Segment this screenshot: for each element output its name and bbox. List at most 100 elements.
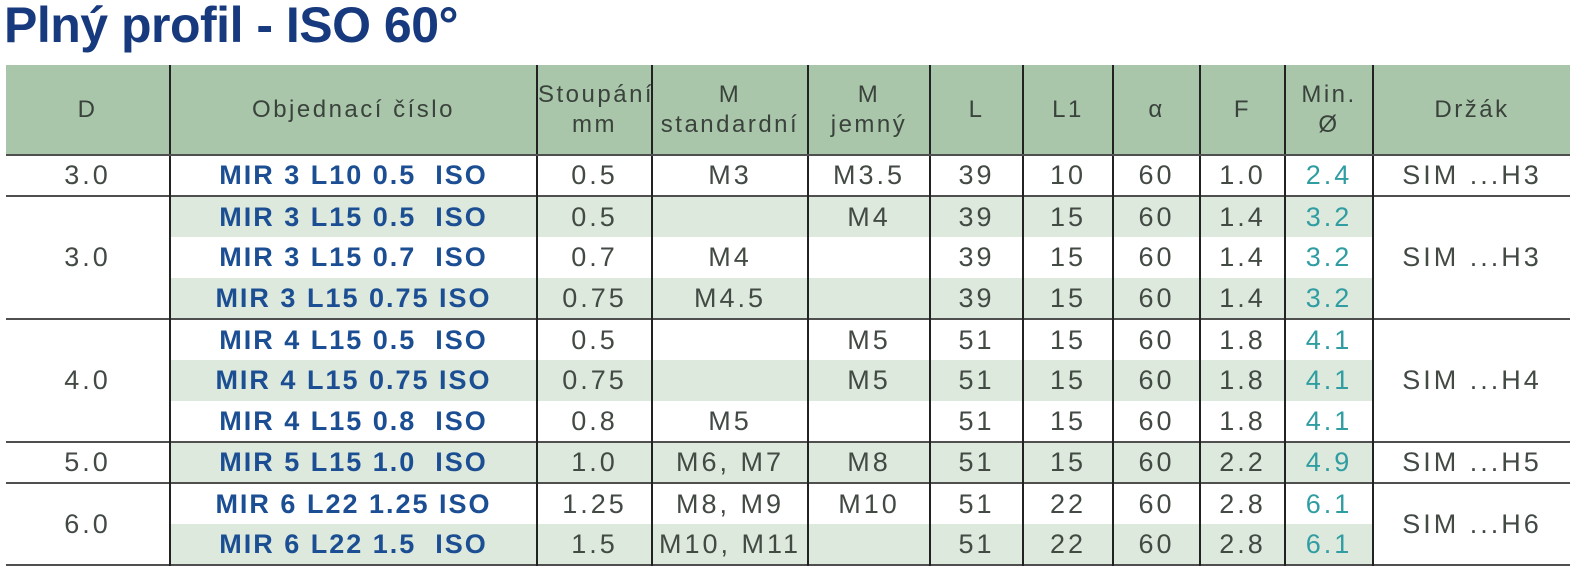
table-row: MIR 6 L22 1.5 ISO 1.5 M10, M11 51 22 60 … <box>6 524 1570 565</box>
holder-cell: SIM ...H6 <box>1372 482 1570 565</box>
pitch-cell: 1.25 <box>536 482 652 524</box>
table-row: 5.0 MIR 5 L15 1.0 ISO 1.0 M6, M7 M8 51 1… <box>6 441 1570 483</box>
table-row: 3.0 MIR 3 L10 0.5 ISO 0.5 M3 M3.5 39 10 … <box>6 154 1570 196</box>
holder-cell: SIM ...H3 <box>1372 154 1570 196</box>
l1-cell: 15 <box>1022 360 1113 401</box>
holder-cell: SIM ...H4 <box>1372 318 1570 442</box>
col-header-d: D <box>6 65 170 156</box>
l-cell: 51 <box>929 482 1023 524</box>
pitch-cell: 0.75 <box>536 360 652 401</box>
col-header-m-fine: M jemný <box>807 65 930 156</box>
table-row: 6.0 MIR 6 L22 1.25 ISO 1.25 M8, M9 M10 5… <box>6 482 1570 565</box>
pitch-cell: 0.75 <box>536 278 652 319</box>
min-diameter-cell: 4.1 <box>1284 360 1373 401</box>
m-fine-cell: M10 <box>807 482 930 524</box>
alpha-cell: 60 <box>1112 482 1200 524</box>
order-number-cell: MIR 3 L15 0.7 ISO <box>169 237 537 278</box>
f-cell: 1.8 <box>1199 401 1285 442</box>
m-standard-cell: M8, M9 <box>651 482 808 524</box>
col-header-min-diameter: Min. Ø <box>1284 65 1373 156</box>
m-standard-cell: M5 <box>651 401 808 442</box>
l-cell: 39 <box>929 154 1023 196</box>
l1-cell: 15 <box>1022 401 1113 442</box>
l-cell: 51 <box>929 401 1023 442</box>
l-cell: 51 <box>929 524 1023 565</box>
pitch-cell: 0.7 <box>536 237 652 278</box>
alpha-cell: 60 <box>1112 278 1200 319</box>
table-row: MIR 3 L15 0.75 ISO 0.75 M4.5 39 15 60 1.… <box>6 278 1570 319</box>
table-header: D Objednací číslo Stoupání mm M standard… <box>6 65 1570 156</box>
l-cell: 51 <box>929 318 1023 360</box>
m-fine-cell: M3.5 <box>807 154 930 196</box>
order-number-cell: MIR 4 L15 0.8 ISO <box>169 401 537 442</box>
page-title: Plný profil - ISO 60° <box>4 0 459 53</box>
table-row: 4.0 MIR 4 L15 0.5 ISO 0.5 M5 51 15 60 1.… <box>6 318 1570 442</box>
alpha-cell: 60 <box>1112 154 1200 196</box>
m-standard-cell <box>651 318 808 360</box>
l1-cell: 22 <box>1022 524 1113 565</box>
d-cell: 5.0 <box>6 441 170 483</box>
m-standard-cell <box>651 195 808 237</box>
m-fine-cell <box>807 524 930 565</box>
f-cell: 1.8 <box>1199 360 1285 401</box>
holder-cell: SIM ...H5 <box>1372 441 1570 483</box>
min-diameter-cell: 4.9 <box>1284 441 1373 483</box>
order-number-cell: MIR 6 L22 1.25 ISO <box>169 482 537 524</box>
l-cell: 51 <box>929 360 1023 401</box>
f-cell: 2.8 <box>1199 524 1285 565</box>
order-number-cell: MIR 6 L22 1.5 ISO <box>169 524 537 565</box>
min-diameter-cell: 3.2 <box>1284 278 1373 319</box>
l-cell: 39 <box>929 278 1023 319</box>
alpha-cell: 60 <box>1112 237 1200 278</box>
d-cell: 6.0 <box>6 482 170 565</box>
col-header-f: F <box>1199 65 1285 156</box>
pitch-cell: 1.5 <box>536 524 652 565</box>
d-cell: 4.0 <box>6 318 170 442</box>
alpha-cell: 60 <box>1112 401 1200 442</box>
m-standard-cell: M4 <box>651 237 808 278</box>
alpha-cell: 60 <box>1112 524 1200 565</box>
order-number-cell: MIR 3 L10 0.5 ISO <box>169 154 537 196</box>
header-row: D Objednací číslo Stoupání mm M standard… <box>6 65 1570 156</box>
holder-cell: SIM ...H3 <box>1372 195 1570 319</box>
col-header-l: L <box>929 65 1023 156</box>
order-number-cell: MIR 4 L15 0.5 ISO <box>169 318 537 360</box>
product-table: D Objednací číslo Stoupání mm M standard… <box>6 65 1570 566</box>
m-fine-cell: M4 <box>807 195 930 237</box>
pitch-cell: 0.5 <box>536 318 652 360</box>
min-diameter-cell: 2.4 <box>1284 154 1373 196</box>
m-standard-cell <box>651 360 808 401</box>
table-row: MIR 4 L15 0.75 ISO 0.75 M5 51 15 60 1.8 … <box>6 360 1570 401</box>
f-cell: 2.2 <box>1199 441 1285 483</box>
min-diameter-cell: 3.2 <box>1284 195 1373 237</box>
m-fine-cell <box>807 401 930 442</box>
order-number-cell: MIR 3 L15 0.5 ISO <box>169 195 537 237</box>
f-cell: 1.4 <box>1199 195 1285 237</box>
col-header-order-number: Objednací číslo <box>169 65 537 156</box>
m-standard-cell: M10, M11 <box>651 524 808 565</box>
table-row: 3.0 MIR 3 L15 0.5 ISO 0.5 M4 39 15 60 1.… <box>6 195 1570 319</box>
pitch-cell: 0.8 <box>536 401 652 442</box>
col-header-pitch-mm: Stoupání mm <box>536 65 652 156</box>
m-fine-cell <box>807 237 930 278</box>
m-fine-cell <box>807 278 930 319</box>
f-cell: 1.0 <box>1199 154 1285 196</box>
min-diameter-cell: 6.1 <box>1284 482 1373 524</box>
table-body: 3.0 MIR 3 L10 0.5 ISO 0.5 M3 M3.5 39 10 … <box>6 154 1570 565</box>
alpha-cell: 60 <box>1112 195 1200 237</box>
m-standard-cell: M6, M7 <box>651 441 808 483</box>
m-standard-cell: M4.5 <box>651 278 808 319</box>
min-diameter-cell: 6.1 <box>1284 524 1373 565</box>
m-standard-cell: M3 <box>651 154 808 196</box>
d-cell: 3.0 <box>6 195 170 319</box>
col-header-l1: L1 <box>1022 65 1113 156</box>
f-cell: 1.4 <box>1199 278 1285 319</box>
table-row: MIR 3 L15 0.7 ISO 0.7 M4 39 15 60 1.4 3.… <box>6 237 1570 278</box>
l-cell: 39 <box>929 237 1023 278</box>
l1-cell: 10 <box>1022 154 1113 196</box>
col-header-alpha: α <box>1112 65 1200 156</box>
col-header-holder: Držák <box>1372 65 1570 156</box>
m-fine-cell: M8 <box>807 441 930 483</box>
order-number-cell: MIR 5 L15 1.0 ISO <box>169 441 537 483</box>
